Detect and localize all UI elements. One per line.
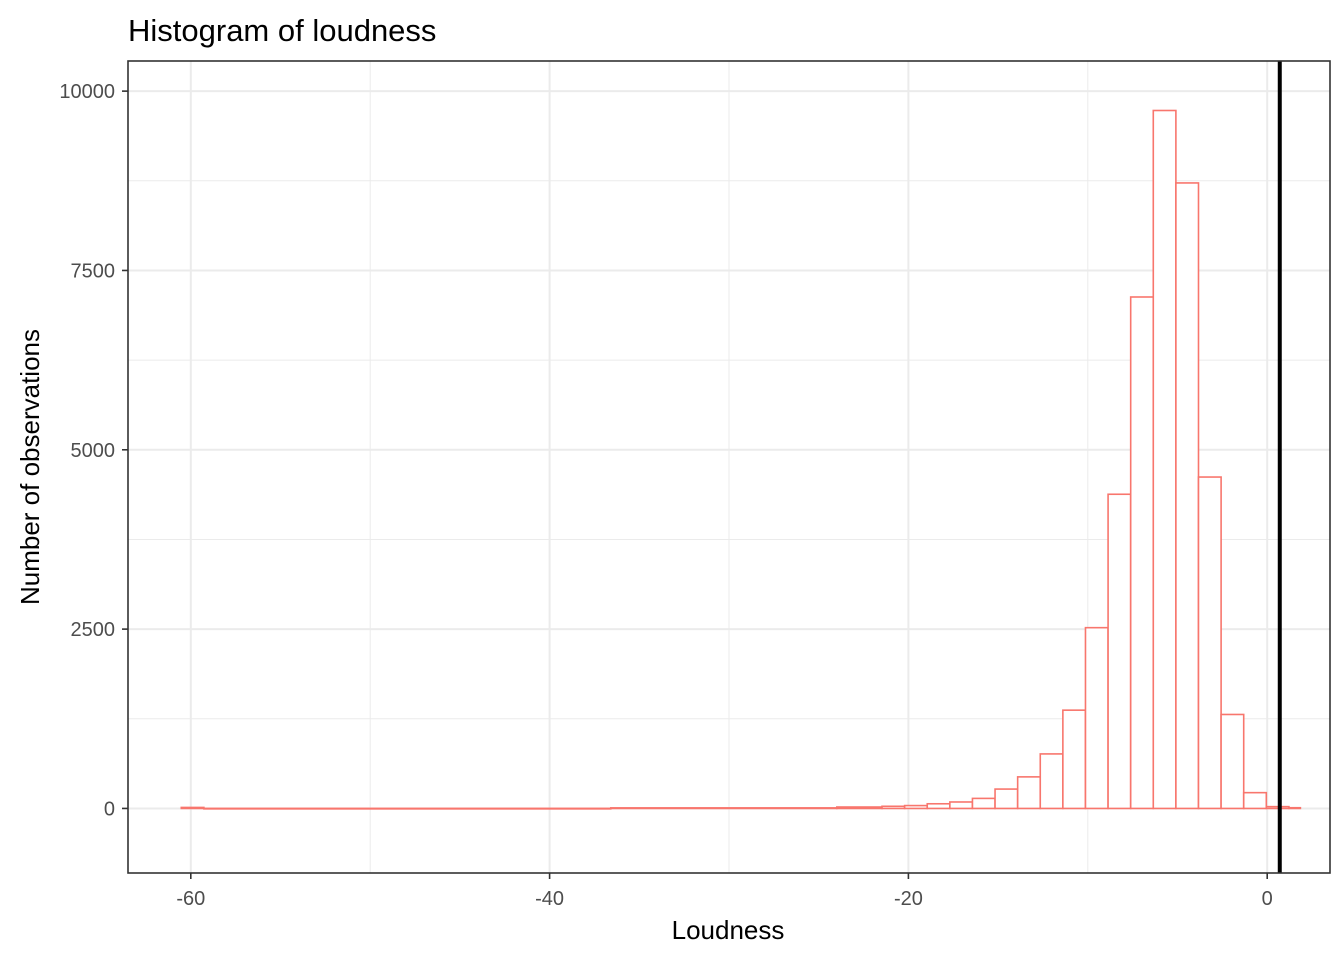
histogram-bar	[971, 797, 996, 810]
histogram-bar	[903, 804, 929, 810]
histogram-bar	[1242, 791, 1268, 810]
chart-title: Histogram of loudness	[128, 13, 436, 48]
histogram-bar	[926, 802, 951, 810]
histogram-bar	[994, 788, 1019, 810]
x-axis-title: Loudness	[672, 915, 785, 945]
histogram-bar	[1220, 713, 1245, 810]
x-tick-label: -60	[176, 888, 205, 910]
histogram-bar	[1175, 182, 1200, 810]
x-axis: -60 -40 -20 0	[176, 873, 1273, 910]
histogram-bar	[836, 806, 883, 810]
histogram-bar	[609, 807, 838, 810]
y-axis: 0 2500 5000 7500 10000	[59, 81, 128, 820]
y-tick-label: 10000	[59, 81, 115, 103]
y-tick-label: 7500	[71, 260, 116, 282]
histogram-bars	[180, 109, 1302, 810]
y-tick-label: 5000	[71, 440, 116, 462]
histogram-bar	[1288, 806, 1302, 810]
histogram-bar	[1265, 805, 1290, 810]
y-tick-label: 2500	[71, 619, 116, 641]
histogram-bar	[1062, 709, 1087, 810]
histogram-bar	[1084, 626, 1109, 810]
x-tick-label: 0	[1262, 888, 1273, 910]
histogram-bar	[881, 805, 906, 810]
major-gridlines	[128, 61, 1330, 873]
minor-gridlines	[128, 61, 1330, 873]
x-tick-label: -40	[535, 888, 564, 910]
histogram-bar	[949, 801, 974, 810]
histogram-bar	[1016, 776, 1042, 810]
histogram-bar	[1197, 476, 1222, 810]
histogram-bar	[1107, 493, 1132, 810]
histogram-bar	[1152, 109, 1177, 810]
histogram-bar	[1039, 753, 1064, 810]
panel-border	[127, 60, 1331, 874]
histogram-bar	[203, 807, 612, 810]
y-axis-title: Number of observations	[15, 329, 45, 605]
histogram-bar	[180, 806, 205, 810]
histogram-bar	[1129, 296, 1155, 810]
x-tick-label: -20	[894, 888, 923, 910]
y-tick-label: 0	[104, 798, 115, 820]
